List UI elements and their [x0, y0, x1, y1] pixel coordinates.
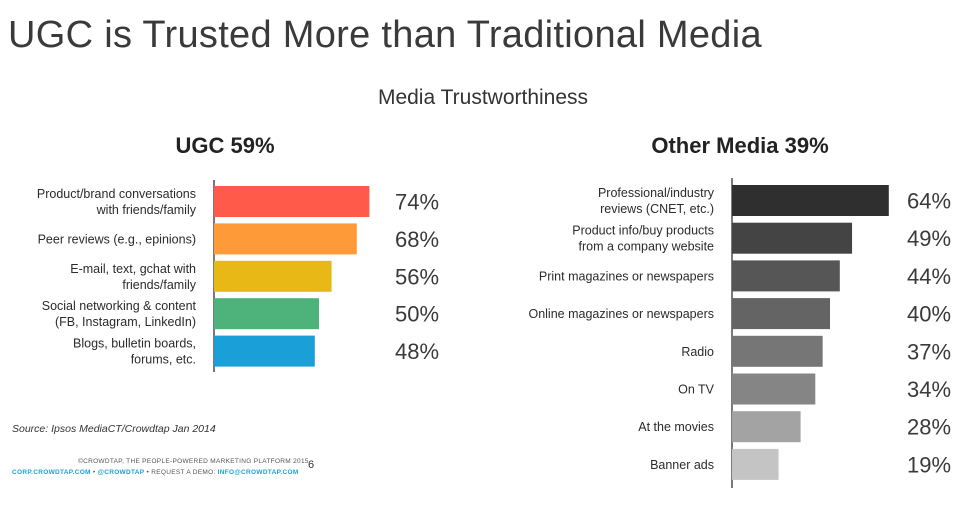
- other-bar: [732, 260, 840, 292]
- footer-separator: •: [90, 469, 98, 476]
- slide-title: UGC is Trusted More than Traditional Med…: [8, 14, 762, 56]
- other-value-label: 49%: [907, 226, 951, 251]
- ugc-value-label: 74%: [395, 190, 439, 215]
- ugc-value-label: 50%: [395, 302, 439, 327]
- ugc-category-label: Social networking & content (FB, Instagra…: [42, 299, 197, 329]
- other-value-label: 28%: [907, 415, 951, 440]
- ugc-bar: [214, 335, 315, 367]
- other-bar: [732, 448, 779, 480]
- ugc-value-label: 48%: [395, 339, 439, 364]
- twitter-handle-link[interactable]: @CROWDTAP: [97, 469, 145, 476]
- other-category-label: Online magazines or newspapers: [528, 307, 714, 321]
- other-bar: [732, 411, 801, 443]
- other-category-label: Professional/industry reviews (CNET, etc.…: [598, 186, 715, 216]
- footer-separator: •: [144, 469, 152, 476]
- ugc-category-label: E-mail, text, gchat with friends/family: [70, 262, 196, 292]
- corp-link[interactable]: CORP.CROWDTAP.COM: [12, 469, 91, 476]
- ugc-value-label: 68%: [395, 227, 439, 252]
- other-category-label: On TV: [678, 383, 715, 397]
- contact-email-link[interactable]: INFO@CROWDTAP.COM: [217, 469, 299, 476]
- other-category-label: Product info/buy products from a company …: [572, 224, 714, 254]
- other-category-label: Print magazines or newspapers: [539, 269, 714, 283]
- chart-subtitle: Media Trustworthiness: [377, 86, 589, 109]
- other-bar: [732, 185, 889, 216]
- other-value-label: 19%: [907, 452, 951, 477]
- source-note: Source: Ipsos MediaCT/Crowdtap Jan 2014: [12, 423, 216, 435]
- ugc-category-label: Peer reviews (e.g., epinions): [38, 232, 196, 246]
- other-category-label: At the movies: [638, 420, 714, 434]
- demo-request-label: REQUEST A DEMO:: [151, 469, 218, 476]
- other-value-label: 34%: [907, 377, 951, 402]
- page-number: 6: [308, 459, 315, 471]
- other-media-chart-title: Other Media 39%: [651, 133, 829, 158]
- other-bar: [732, 222, 853, 254]
- other-value-label: 64%: [907, 189, 951, 214]
- other-bar: [732, 335, 823, 367]
- ugc-chart-title: UGC 59%: [175, 133, 275, 158]
- ugc-bar: [214, 298, 319, 330]
- other-value-label: 44%: [907, 264, 951, 289]
- other-bar: [732, 298, 830, 330]
- copyright-footer: ©CROWDTAP, THE PEOPLE-POWERED MARKETING …: [78, 458, 309, 465]
- other-value-label: 37%: [907, 339, 951, 364]
- ugc-category-label: Product/brand conversations with friends/…: [37, 187, 197, 217]
- ugc-value-label: 56%: [395, 264, 439, 289]
- other-category-label: Radio: [681, 345, 714, 359]
- other-bar: [732, 373, 816, 405]
- other-value-label: 40%: [907, 302, 951, 327]
- ugc-bar: [214, 260, 332, 292]
- ugc-bar: [214, 223, 357, 255]
- ugc-bar: [214, 186, 370, 217]
- ugc-category-label: Blogs, bulletin boards, forums, etc.: [73, 337, 196, 367]
- contact-footer: CORP.CROWDTAP.COM • @CROWDTAP • REQUEST …: [12, 469, 299, 476]
- other-category-label: Banner ads: [650, 458, 714, 472]
